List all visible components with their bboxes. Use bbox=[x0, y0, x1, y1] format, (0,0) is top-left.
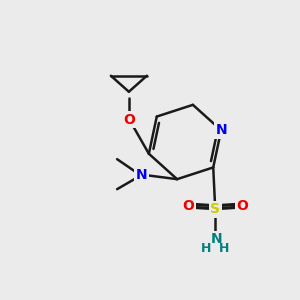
Text: N: N bbox=[210, 232, 222, 246]
Text: N: N bbox=[135, 168, 147, 182]
Text: H: H bbox=[219, 242, 230, 255]
Text: O: O bbox=[182, 200, 194, 213]
Text: S: S bbox=[210, 202, 220, 216]
Text: O: O bbox=[123, 113, 135, 127]
Text: O: O bbox=[236, 200, 248, 213]
Text: H: H bbox=[201, 242, 211, 255]
Text: N: N bbox=[215, 123, 227, 137]
